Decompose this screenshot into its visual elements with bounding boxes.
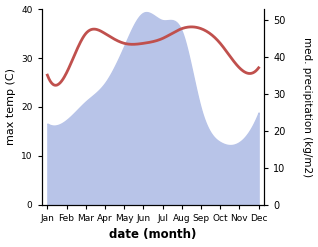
- Y-axis label: max temp (C): max temp (C): [5, 68, 16, 145]
- Y-axis label: med. precipitation (kg/m2): med. precipitation (kg/m2): [302, 37, 313, 177]
- X-axis label: date (month): date (month): [109, 228, 197, 242]
